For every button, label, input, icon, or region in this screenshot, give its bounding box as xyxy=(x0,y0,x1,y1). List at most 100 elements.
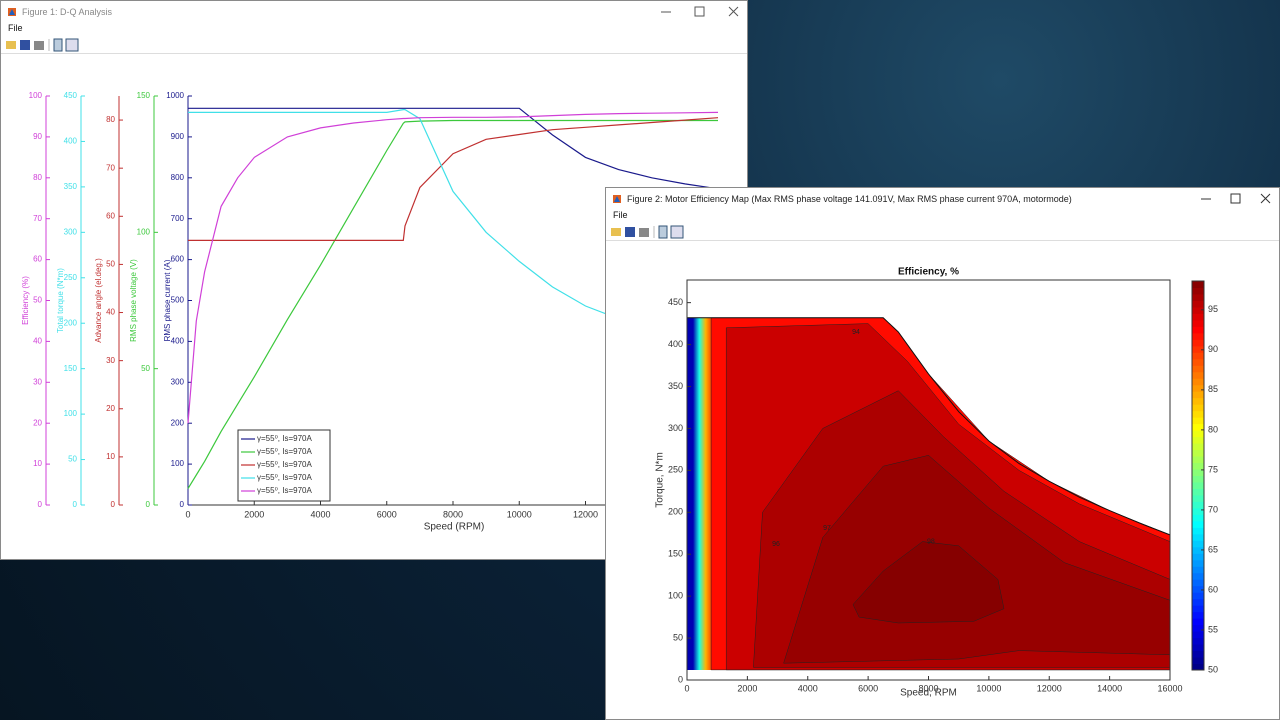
colorbar-slice xyxy=(1192,644,1204,652)
app-icon xyxy=(613,195,621,203)
colorbar-slice xyxy=(1192,631,1204,639)
legend-label: γ=55⁰, Is=970A xyxy=(257,447,312,456)
contour-region xyxy=(852,541,1005,624)
figure-canvas: 9094969798020004000600080001000012000140… xyxy=(655,267,1218,699)
colorbar-slice xyxy=(1192,365,1204,373)
colorbar-tick-label: 75 xyxy=(1208,464,1218,474)
y-tick-label: 20 xyxy=(33,418,42,427)
y-tick-label: 100 xyxy=(29,91,43,100)
colorbar-slice xyxy=(1192,358,1204,366)
x-tick-label: 6000 xyxy=(377,509,397,519)
colorbar-tick-label: 50 xyxy=(1208,664,1218,674)
y-tick-label: 10 xyxy=(33,459,42,468)
series-line xyxy=(188,109,719,352)
colorbar-tick-label: 65 xyxy=(1208,544,1218,554)
x-tick-label: 16000 xyxy=(1157,683,1182,693)
colorbar-slice xyxy=(1192,488,1204,496)
menu-item[interactable]: File xyxy=(8,23,23,33)
y-tick-label: 0 xyxy=(111,500,116,509)
app-icon xyxy=(8,8,16,16)
colorbar-slice xyxy=(1192,520,1204,528)
y-tick-label: 100 xyxy=(171,459,185,468)
y-tick-label: 300 xyxy=(171,377,185,386)
contour-label: 98 xyxy=(927,538,935,545)
x-axis-label: Speed (RPM) xyxy=(424,522,485,533)
legend-label: γ=55⁰, Is=970A xyxy=(257,460,312,469)
y-tick-label: 400 xyxy=(64,137,78,146)
colorbar-slice xyxy=(1192,352,1204,360)
y-tick-label: 300 xyxy=(64,227,78,236)
colorbar-slice xyxy=(1192,449,1204,457)
y-tick-label: 70 xyxy=(106,163,115,172)
window-controls[interactable] xyxy=(1199,192,1279,206)
colorbar-slice xyxy=(1192,494,1204,502)
y-tick-label: 0 xyxy=(180,500,185,509)
legend-label: γ=55⁰, Is=970A xyxy=(257,434,312,443)
y-tick-label: 30 xyxy=(33,377,42,386)
y-tick-label: 20 xyxy=(106,404,115,413)
y-tick-label: 60 xyxy=(33,255,42,264)
y-tick-label: 0 xyxy=(678,674,683,684)
colorbar-slice xyxy=(1192,546,1204,554)
toolbar-icons[interactable] xyxy=(5,38,85,52)
colorbar-slice xyxy=(1192,319,1204,327)
colorbar-slice xyxy=(1192,514,1204,522)
colorbar-slice xyxy=(1192,507,1204,515)
colorbar-slice xyxy=(1192,533,1204,541)
colorbar-tick-label: 85 xyxy=(1208,384,1218,394)
colorbar-slice xyxy=(1192,624,1204,632)
y-tick-label: 500 xyxy=(171,296,185,305)
y-tick-label: 50 xyxy=(673,632,683,642)
colorbar-slice xyxy=(1192,391,1204,399)
y-tick-label: 50 xyxy=(106,260,115,269)
contour-label: 94 xyxy=(852,329,860,336)
colorbar-slice xyxy=(1192,430,1204,438)
y-tick-label: 90 xyxy=(33,132,42,141)
toolbar-icons[interactable] xyxy=(610,225,690,239)
toolbar xyxy=(1,37,747,54)
colorbar-slice xyxy=(1192,332,1204,340)
y-axis-label: RMS phase current (A) xyxy=(163,259,172,341)
y-axis-label: Advance angle (el.deg.) xyxy=(94,258,103,343)
colorbar-tick-label: 55 xyxy=(1208,624,1218,634)
x-tick-label: 10000 xyxy=(507,509,532,519)
y-tick-label: 40 xyxy=(106,308,115,317)
window-controls[interactable] xyxy=(657,5,747,19)
y-axis-label: RMS phase voltage (V) xyxy=(129,259,138,342)
y-tick-label: 80 xyxy=(33,173,42,182)
colorbar-slice xyxy=(1192,281,1204,288)
figure-window: 9094969798020004000600080001000012000140… xyxy=(605,187,1280,720)
x-tick-label: 12000 xyxy=(573,509,598,519)
contour-label: 97 xyxy=(823,525,831,532)
torque-envelope xyxy=(687,317,1171,536)
colorbar-slice xyxy=(1192,326,1204,334)
y-tick-label: 40 xyxy=(33,337,42,346)
y-tick-label: 200 xyxy=(668,507,683,517)
colorbar-slice xyxy=(1192,417,1204,425)
colorbar-slice xyxy=(1192,306,1204,314)
menu-item[interactable]: File xyxy=(613,210,628,220)
y-tick-label: 50 xyxy=(33,296,42,305)
toolbar xyxy=(606,224,1279,241)
colorbar-slice xyxy=(1192,611,1204,619)
y-tick-label: 200 xyxy=(171,418,185,427)
colorbar-slice xyxy=(1192,371,1204,379)
colorbar-slice xyxy=(1192,475,1204,483)
colorbar-tick-label: 80 xyxy=(1208,424,1218,434)
colorbar-slice xyxy=(1192,572,1204,580)
colorbar-slice xyxy=(1192,618,1204,626)
colorbar-slice xyxy=(1192,657,1204,665)
colorbar-slice xyxy=(1192,345,1204,353)
contour-label: 96 xyxy=(772,541,780,548)
colorbar-tick-label: 90 xyxy=(1208,344,1218,354)
y-tick-label: 250 xyxy=(64,273,78,282)
y-tick-label: 800 xyxy=(171,173,185,182)
y-tick-label: 350 xyxy=(668,381,683,391)
title-bar: Figure 1: D-Q Analysis xyxy=(1,1,747,23)
window-title: Figure 2: Motor Efficiency Map (Max RMS … xyxy=(627,194,1072,204)
colorbar-box xyxy=(1191,280,1205,671)
y-tick-label: 0 xyxy=(38,500,43,509)
y-tick-label: 50 xyxy=(68,455,77,464)
y-tick-label: 150 xyxy=(668,549,683,559)
